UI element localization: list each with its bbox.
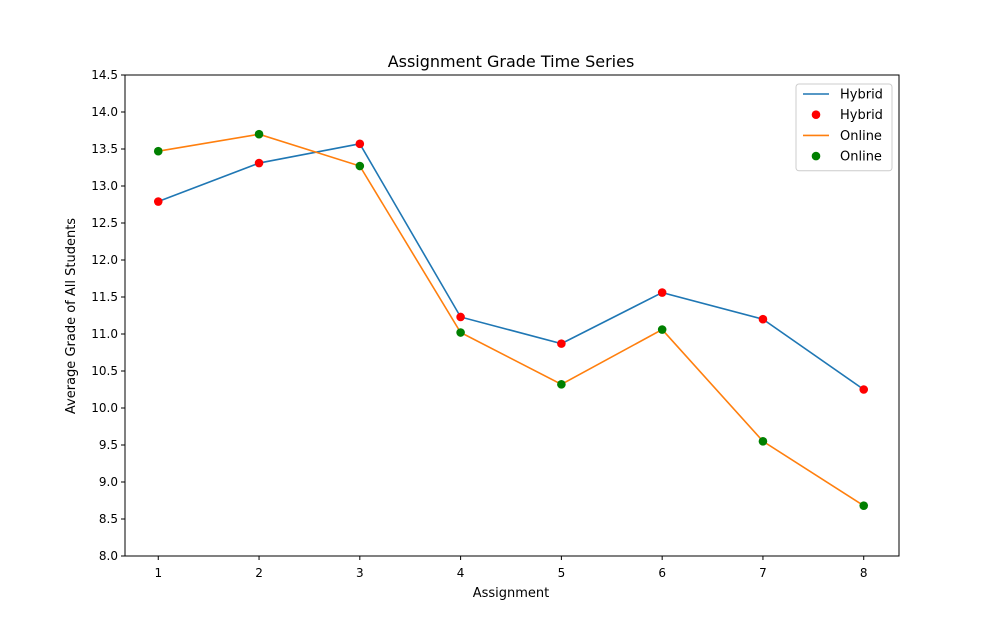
series-line-online — [158, 133, 865, 507]
y-tick-label: 8.0 — [99, 549, 118, 563]
y-tick-label: 13.5 — [91, 142, 118, 156]
y-tick-label: 9.0 — [99, 475, 118, 489]
data-point-hybrid — [859, 385, 869, 394]
y-tick-label: 13.0 — [91, 179, 118, 193]
y-tick-label: 11.5 — [91, 290, 118, 304]
y-tick-label: 10.0 — [91, 401, 118, 415]
x-tick-label: 4 — [457, 566, 465, 580]
data-point-hybrid — [657, 288, 667, 297]
x-axis-label: Assignment — [473, 586, 550, 601]
legend: Hybrid Hybrid Online Online — [795, 83, 893, 172]
x-tick-label: 5 — [558, 566, 566, 580]
legend-label: Online — [840, 150, 882, 165]
data-point-online — [657, 325, 667, 334]
legend-box — [795, 83, 893, 172]
y-tick-label: 14.0 — [91, 105, 118, 119]
y-tick-label: 12.5 — [91, 216, 118, 230]
x-tick-label: 3 — [356, 566, 364, 580]
data-point-online — [153, 146, 163, 156]
data-point-hybrid — [758, 314, 768, 324]
data-point-hybrid — [456, 312, 465, 322]
y-tick-label: 8.5 — [99, 512, 118, 526]
y-tick-label: 10.5 — [91, 364, 118, 378]
y-tick-label: 14.5 — [91, 68, 118, 82]
y-tick-label: 11.0 — [91, 327, 118, 341]
data-point-hybrid — [254, 158, 264, 168]
series-line-hybrid — [157, 142, 865, 391]
plot-area — [153, 129, 869, 510]
x-tick-label: 2 — [255, 566, 263, 580]
legend-label: Hybrid — [840, 88, 883, 103]
y-tick-label: 12.0 — [91, 253, 118, 267]
data-point-hybrid — [557, 339, 566, 348]
x-tick-label: 1 — [154, 566, 162, 580]
legend-label: Online — [840, 129, 882, 144]
data-point-online — [758, 437, 768, 446]
chart-title: Assignment Grade Time Series — [388, 52, 635, 71]
data-point-online — [859, 501, 869, 510]
legend-swatch-marker — [811, 110, 821, 119]
legend-swatch-marker — [811, 151, 821, 161]
y-axis-label: Average Grade of All Students — [64, 218, 79, 414]
y-tick-label: 9.5 — [99, 438, 118, 452]
x-tick-label: 7 — [759, 566, 767, 580]
data-point-online — [254, 129, 264, 139]
x-tick-label: 8 — [860, 566, 868, 580]
data-point-online — [456, 328, 465, 337]
data-point-hybrid — [153, 197, 163, 206]
data-point-hybrid — [355, 139, 365, 149]
y-axis: 8.0 8.5 9.0 9.5 10.0 10.5 11.0 11.5 12.0 12.5 13.0… — [91, 68, 125, 563]
data-point-online — [557, 380, 566, 389]
legend-label: Hybrid — [840, 108, 883, 123]
x-tick-label: 6 — [658, 566, 666, 580]
axes-frame — [124, 74, 900, 557]
x-axis: 1 2 3 4 5 6 7 8 — [154, 556, 868, 580]
data-point-online — [355, 161, 365, 171]
